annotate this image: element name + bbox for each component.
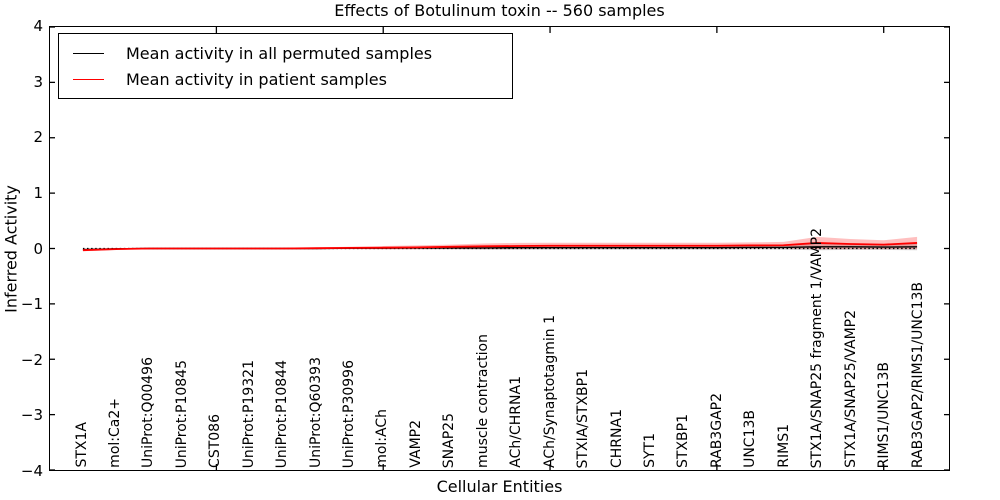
- x-category-label: UniProt:Q60393: [307, 357, 324, 468]
- x-category-label: UniProt:P10844: [274, 359, 291, 468]
- y-tick-label: 4: [33, 17, 43, 35]
- y-tick-label: −4: [20, 462, 43, 480]
- y-tick-label: 0: [33, 239, 43, 258]
- x-category-label: CHRNA1: [608, 409, 625, 468]
- y-tick-label: 1: [33, 183, 43, 202]
- x-category-label: RAB3GAP2/RIMS1/UNC13B: [909, 281, 926, 468]
- plot-area: [49, 26, 950, 471]
- patient-mean-line: [82, 242, 918, 252]
- x-category-label: RAB3GAP2: [708, 392, 725, 468]
- y-tick-label: −2: [20, 350, 43, 369]
- chart-canvas: [50, 27, 949, 470]
- x-category-label: RIMS1: [775, 424, 792, 468]
- x-category-label: RIMS1/UNC13B: [876, 361, 893, 468]
- y-tick-label: −1: [20, 295, 43, 314]
- x-category-label: STXIA/STXBP1: [575, 368, 592, 468]
- legend-item-patient: Mean activity in patient samples: [59, 66, 512, 92]
- y-tick-label: 3: [33, 72, 43, 91]
- x-category-label: UniProt:Q00496: [140, 357, 157, 468]
- x-category-label: SYT1: [641, 433, 658, 468]
- x-category-label: muscle contraction: [474, 334, 491, 468]
- x-category-label: ACh/Synaptotagmin 1: [541, 315, 558, 468]
- chart-title: Effects of Botulinum toxin -- 560 sample…: [334, 1, 665, 20]
- x-category-label: UniProt:P10845: [173, 359, 190, 468]
- legend-line-sample-black: [73, 52, 104, 54]
- legend-item-permuted: Mean activity in all permuted samples: [59, 40, 512, 66]
- x-category-label: SNAP25: [441, 412, 458, 468]
- x-category-label: CST086: [207, 414, 224, 468]
- x-category-label: STX1A/SNAP25 fragment 1/VAMP2: [809, 227, 826, 468]
- x-category-label: STX1A/SNAP25/VAMP2: [842, 310, 859, 468]
- x-axis-label: Cellular Entities: [436, 477, 563, 496]
- x-category-label: mol:Ca2+: [106, 398, 123, 468]
- legend-label: Mean activity in all permuted samples: [126, 43, 433, 63]
- x-category-label: STX1A: [73, 422, 90, 468]
- legend: Mean activity in all permuted samples Me…: [58, 33, 513, 99]
- legend-line-sample-red: [73, 78, 104, 80]
- x-category-label: UniProt:P19321: [240, 359, 257, 468]
- y-tick-label: 2: [33, 128, 43, 147]
- x-category-label: mol:ACh: [374, 409, 391, 468]
- y-tick-label: −3: [20, 406, 43, 425]
- x-category-label: STXBP1: [675, 414, 692, 468]
- x-category-label: ACh/CHRNA1: [508, 376, 525, 468]
- x-category-label: VAMP2: [407, 420, 424, 468]
- legend-label: Mean activity in patient samples: [126, 69, 387, 89]
- x-category-label: UNC13B: [742, 410, 759, 468]
- x-category-label: UniProt:P30996: [341, 359, 358, 468]
